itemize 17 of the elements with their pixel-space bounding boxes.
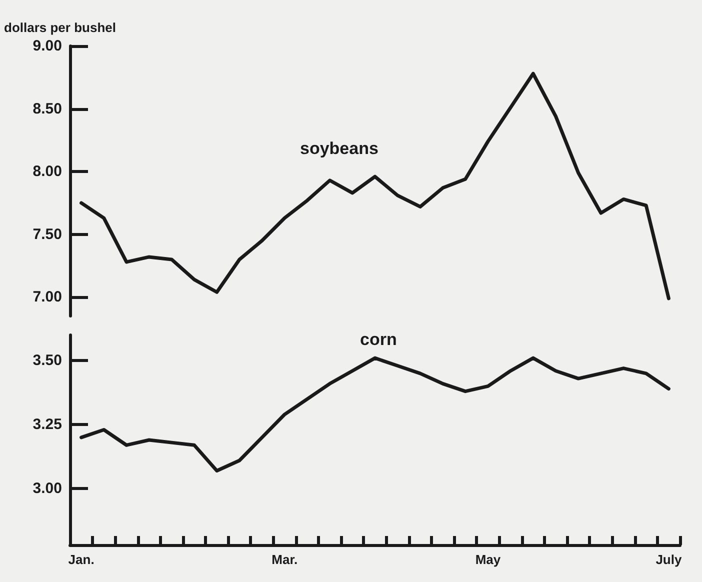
y-tick-label: 3.50 bbox=[32, 352, 62, 370]
series-label: soybeans bbox=[300, 139, 378, 158]
x-tick-label: Jan. bbox=[68, 552, 94, 567]
series-label: corn bbox=[360, 330, 397, 349]
x-tick-label: July bbox=[656, 552, 682, 567]
y-tick-label: 8.50 bbox=[32, 100, 62, 118]
y-tick-label: 3.00 bbox=[32, 480, 62, 498]
x-tick-label: May bbox=[475, 552, 502, 567]
line-series bbox=[80, 72, 670, 300]
y-tick-label: 7.00 bbox=[32, 288, 62, 306]
y-tick-label: 3.25 bbox=[32, 416, 62, 434]
y-tick-label: 7.50 bbox=[32, 226, 62, 243]
y-tick-label: 9.00 bbox=[32, 38, 62, 54]
y-tick-label: 8.00 bbox=[32, 163, 62, 180]
x-tick-label: Mar. bbox=[272, 552, 298, 567]
line-series bbox=[80, 356, 670, 472]
y-axis-title: dollars per bushel bbox=[4, 20, 116, 35]
